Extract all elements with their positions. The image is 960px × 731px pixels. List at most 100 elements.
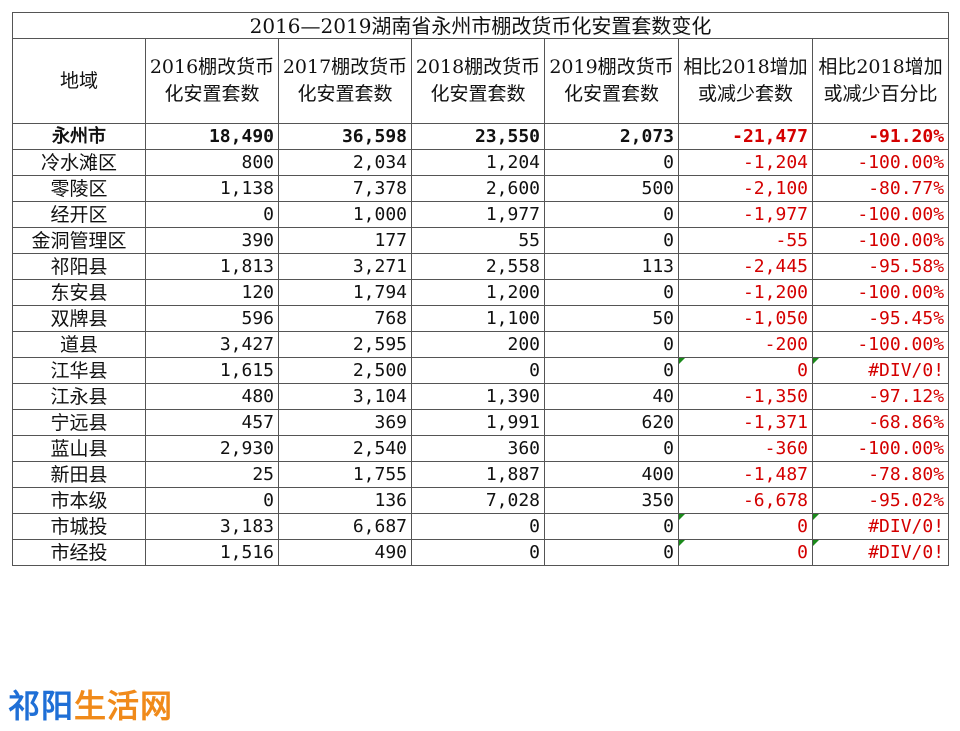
cell-diff[interactable]: -1,350 <box>678 383 813 410</box>
cell-region[interactable]: 双牌县 <box>12 305 146 332</box>
cell-2016[interactable]: 3,183 <box>145 513 279 540</box>
cell-diff[interactable]: -6,678 <box>678 487 813 514</box>
cell-2018[interactable]: 0 <box>411 513 545 540</box>
cell-region[interactable]: 永州市 <box>12 123 146 150</box>
cell-region[interactable]: 经开区 <box>12 201 146 228</box>
cell-2018[interactable]: 0 <box>411 539 545 566</box>
cell-2019[interactable]: 0 <box>544 513 679 540</box>
cell-2019[interactable]: 0 <box>544 149 679 176</box>
cell-pct[interactable]: -100.00% <box>811 331 950 358</box>
header-region[interactable]: 地域 <box>12 38 146 124</box>
table-title[interactable]: 2016—2019湖南省永州市棚改货币化安置套数变化 <box>11 12 950 39</box>
cell-2017[interactable]: 768 <box>278 305 412 332</box>
cell-2017[interactable]: 2,034 <box>278 149 412 176</box>
cell-2019[interactable]: 0 <box>544 227 679 254</box>
cell-2016[interactable]: 480 <box>145 383 279 410</box>
cell-2018[interactable]: 1,204 <box>411 149 545 176</box>
cell-2017[interactable]: 36,598 <box>278 123 412 150</box>
cell-region[interactable]: 新田县 <box>12 461 146 488</box>
cell-2016[interactable]: 800 <box>145 149 279 176</box>
cell-2019[interactable]: 0 <box>544 331 679 358</box>
cell-region[interactable]: 江华县 <box>12 357 146 384</box>
cell-diff[interactable]: -360 <box>678 435 813 462</box>
cell-2016[interactable]: 2,930 <box>145 435 279 462</box>
cell-2019[interactable]: 40 <box>544 383 679 410</box>
cell-pct[interactable]: -68.86% <box>811 409 950 436</box>
cell-region[interactable]: 市经投 <box>12 539 146 566</box>
cell-2016[interactable]: 3,427 <box>145 331 279 358</box>
cell-diff[interactable]: -1,200 <box>678 279 813 306</box>
header-2017[interactable]: 2017棚改货币化安置套数 <box>278 38 412 124</box>
cell-2017[interactable]: 3,104 <box>278 383 412 410</box>
cell-2016[interactable]: 0 <box>145 487 279 514</box>
cell-2016[interactable]: 457 <box>145 409 279 436</box>
cell-2018[interactable]: 7,028 <box>411 487 545 514</box>
cell-pct[interactable]: -91.20% <box>811 123 950 150</box>
cell-pct[interactable]: -80.77% <box>811 175 950 202</box>
cell-pct[interactable]: -78.80% <box>811 461 950 488</box>
cell-diff[interactable]: -21,477 <box>678 123 813 150</box>
cell-region[interactable]: 东安县 <box>12 279 146 306</box>
cell-diff[interactable]: -1,204 <box>678 149 813 176</box>
cell-region[interactable]: 冷水滩区 <box>12 149 146 176</box>
cell-diff[interactable]: -1,487 <box>678 461 813 488</box>
cell-region[interactable]: 蓝山县 <box>12 435 146 462</box>
cell-2018[interactable]: 1,200 <box>411 279 545 306</box>
cell-2016[interactable]: 1,516 <box>145 539 279 566</box>
cell-2019[interactable]: 0 <box>544 279 679 306</box>
cell-diff[interactable]: 0 <box>678 513 813 540</box>
cell-2017[interactable]: 1,000 <box>278 201 412 228</box>
cell-region[interactable]: 市城投 <box>12 513 146 540</box>
cell-pct[interactable]: -100.00% <box>811 201 950 228</box>
cell-2017[interactable]: 2,595 <box>278 331 412 358</box>
cell-diff[interactable]: -1,977 <box>678 201 813 228</box>
cell-pct[interactable]: -95.02% <box>811 487 950 514</box>
cell-2018[interactable]: 200 <box>411 331 545 358</box>
cell-diff[interactable]: 0 <box>678 539 813 566</box>
cell-2019[interactable]: 50 <box>544 305 679 332</box>
cell-2019[interactable]: 0 <box>544 539 679 566</box>
cell-2019[interactable]: 2,073 <box>544 123 679 150</box>
cell-region[interactable]: 江永县 <box>12 383 146 410</box>
cell-2016[interactable]: 1,138 <box>145 175 279 202</box>
cell-2018[interactable]: 0 <box>411 357 545 384</box>
cell-2017[interactable]: 3,271 <box>278 253 412 280</box>
cell-pct[interactable]: -100.00% <box>811 435 950 462</box>
cell-2017[interactable]: 490 <box>278 539 412 566</box>
cell-2019[interactable]: 620 <box>544 409 679 436</box>
cell-2018[interactable]: 23,550 <box>411 123 545 150</box>
cell-2018[interactable]: 1,887 <box>411 461 545 488</box>
header-2016[interactable]: 2016棚改货币化安置套数 <box>145 38 279 124</box>
cell-2016[interactable]: 390 <box>145 227 279 254</box>
cell-region[interactable]: 宁远县 <box>12 409 146 436</box>
cell-2017[interactable]: 2,540 <box>278 435 412 462</box>
cell-diff[interactable]: -2,100 <box>678 175 813 202</box>
header-2019[interactable]: 2019棚改货币化安置套数 <box>544 38 679 124</box>
cell-2018[interactable]: 1,390 <box>411 383 545 410</box>
cell-2016[interactable]: 596 <box>145 305 279 332</box>
cell-2017[interactable]: 6,687 <box>278 513 412 540</box>
cell-2017[interactable]: 177 <box>278 227 412 254</box>
cell-pct[interactable]: -100.00% <box>811 279 950 306</box>
cell-2017[interactable]: 369 <box>278 409 412 436</box>
cell-2017[interactable]: 136 <box>278 487 412 514</box>
cell-2016[interactable]: 0 <box>145 201 279 228</box>
cell-2019[interactable]: 0 <box>544 201 679 228</box>
cell-diff[interactable]: -2,445 <box>678 253 813 280</box>
cell-pct[interactable]: -97.12% <box>811 383 950 410</box>
cell-2019[interactable]: 400 <box>544 461 679 488</box>
cell-pct[interactable]: #DIV/0! <box>811 357 950 384</box>
cell-pct[interactable]: #DIV/0! <box>811 513 950 540</box>
cell-2019[interactable]: 0 <box>544 357 679 384</box>
cell-2018[interactable]: 55 <box>411 227 545 254</box>
cell-pct[interactable]: -100.00% <box>811 149 950 176</box>
cell-2016[interactable]: 18,490 <box>145 123 279 150</box>
cell-2019[interactable]: 500 <box>544 175 679 202</box>
cell-2019[interactable]: 350 <box>544 487 679 514</box>
cell-2016[interactable]: 25 <box>145 461 279 488</box>
cell-2019[interactable]: 113 <box>544 253 679 280</box>
cell-diff[interactable]: -55 <box>678 227 813 254</box>
header-pct[interactable]: 相比2018增加或减少百分比 <box>811 38 950 124</box>
cell-region[interactable]: 道县 <box>12 331 146 358</box>
cell-region[interactable]: 市本级 <box>12 487 146 514</box>
